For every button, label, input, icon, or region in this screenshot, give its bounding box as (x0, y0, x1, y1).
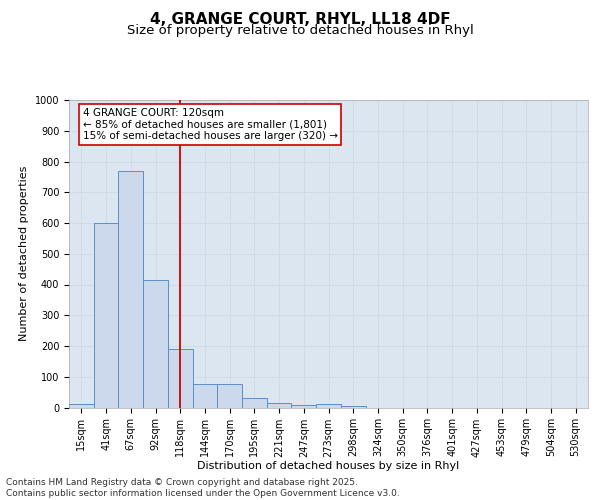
Bar (94, 223, 118, 408)
Bar (193, 384, 217, 407)
Text: 4 GRANGE COURT: 120sqm
← 85% of detached houses are smaller (1,801)
15% of semi-: 4 GRANGE COURT: 120sqm ← 85% of detached… (83, 108, 338, 141)
Bar (69, 404, 94, 407)
Bar (292, 405, 316, 407)
Bar (168, 349, 193, 408)
Bar (143, 280, 168, 407)
Bar (341, 406, 365, 407)
Text: 4, GRANGE COURT, RHYL, LL18 4DF: 4, GRANGE COURT, RHYL, LL18 4DF (149, 12, 451, 28)
Bar (316, 404, 341, 407)
X-axis label: Distribution of detached houses by size in Rhyl: Distribution of detached houses by size … (197, 461, 460, 471)
Bar (118, 170, 143, 408)
Bar (267, 403, 292, 407)
Bar (217, 384, 242, 407)
Text: Contains HM Land Registry data © Crown copyright and database right 2025.
Contai: Contains HM Land Registry data © Crown c… (6, 478, 400, 498)
Text: Size of property relative to detached houses in Rhyl: Size of property relative to detached ho… (127, 24, 473, 37)
Bar (242, 398, 267, 407)
Y-axis label: Number of detached properties: Number of detached properties (19, 166, 29, 342)
